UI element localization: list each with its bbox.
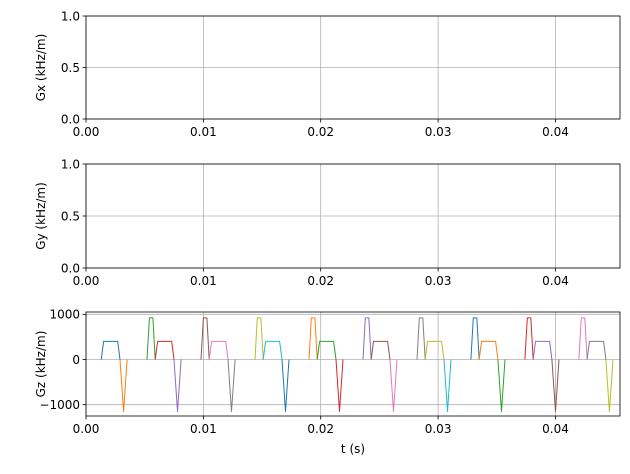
y-tick-label: 0 <box>72 353 80 367</box>
gz-series-line <box>578 317 588 360</box>
x-tick-label: 0.03 <box>425 422 452 436</box>
gz-series-line <box>100 340 121 360</box>
gz-series-line <box>335 359 344 412</box>
y-tick-label: 1.0 <box>61 157 80 171</box>
gz-series-line <box>362 317 372 360</box>
gz-series-line <box>416 317 426 360</box>
gz-series-line <box>316 340 337 360</box>
gz-series-line <box>424 340 445 360</box>
gz-series-line <box>227 359 236 412</box>
gz-series-line <box>370 340 391 360</box>
x-tick-label: 0.00 <box>73 422 100 436</box>
x-axis-label: t (s) <box>341 442 365 456</box>
x-tick-label: 0.01 <box>190 125 217 139</box>
x-tick-label: 0.03 <box>425 274 452 288</box>
gz-series-line <box>389 359 398 412</box>
y-tick-label: 0.5 <box>61 61 80 75</box>
y-tick-label: 0.0 <box>61 261 80 275</box>
gz-series-line <box>605 359 614 412</box>
gz-series-line <box>586 340 607 360</box>
gz-series-line <box>262 340 283 360</box>
gz-series-line <box>443 359 452 412</box>
x-tick-label: 0.04 <box>542 274 569 288</box>
gz-series-line <box>532 340 553 360</box>
y-axis-label: Gx (kHz/m) <box>34 34 48 102</box>
gz-series-line <box>308 317 318 360</box>
gz-series-line <box>470 317 480 360</box>
x-tick-label: 0.00 <box>73 274 100 288</box>
x-tick-label: 0.00 <box>73 125 100 139</box>
axes-frame <box>85 311 621 417</box>
gz-series-line <box>173 359 182 412</box>
x-tick-label: 0.02 <box>307 422 334 436</box>
x-tick-label: 0.02 <box>307 125 334 139</box>
gz-series-line <box>478 340 499 360</box>
subplot-2: 0.00 0.01 0.02 0.03 0.04 0.0 0.5 1.0 Gy (kHz/m) <box>34 157 621 288</box>
gz-series-line <box>119 359 128 412</box>
gz-series-line <box>200 317 210 360</box>
y-tick-label: 0.0 <box>61 112 80 126</box>
gz-series-line <box>254 317 264 360</box>
y-axis-label: Gz (kHz/m) <box>34 331 48 398</box>
subplot-1: 0.00 0.01 0.02 0.03 0.04 0.0 0.5 1.0 Gx (kHz/m) <box>34 9 621 139</box>
axes-frame <box>85 163 621 269</box>
x-tick-label: 0.01 <box>190 274 217 288</box>
x-tick-label: 0.03 <box>425 125 452 139</box>
axes-frame <box>85 15 621 120</box>
y-axis-label: Gy (kHz/m) <box>34 182 48 250</box>
x-tick-label: 0.01 <box>190 422 217 436</box>
gz-series-line <box>208 340 229 360</box>
y-tick-label: 0.5 <box>61 209 80 223</box>
y-tick-label: 1.0 <box>61 9 80 23</box>
x-tick-label: 0.04 <box>542 125 569 139</box>
x-tick-label: 0.02 <box>307 274 334 288</box>
gz-series-line <box>497 359 506 412</box>
x-tick-label: 0.04 <box>542 422 569 436</box>
gz-series-line <box>146 317 156 360</box>
gz-series-line <box>154 340 175 360</box>
y-tick-label: 1000 <box>49 308 80 322</box>
gz-series-line <box>524 317 534 360</box>
y-tick-label: −1000 <box>39 398 80 412</box>
gz-series-line <box>281 359 290 412</box>
gz-series-line <box>551 359 560 412</box>
